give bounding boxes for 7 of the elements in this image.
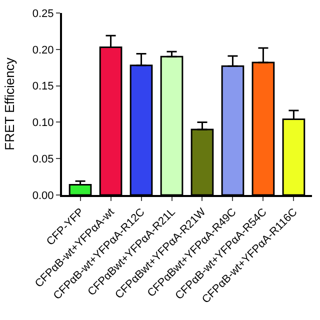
y-tick-label: 0.10 — [32, 117, 54, 130]
y-tick-label: 0.00 — [32, 190, 54, 202]
y-axis-title: FRET Efficiency — [2, 57, 17, 150]
y-tick-label: 0.25 — [32, 8, 54, 20]
y-tick-label: 0.05 — [32, 153, 54, 166]
y-tick-label: 0.20 — [32, 44, 54, 56]
y-tick-label: 0.15 — [32, 80, 54, 93]
